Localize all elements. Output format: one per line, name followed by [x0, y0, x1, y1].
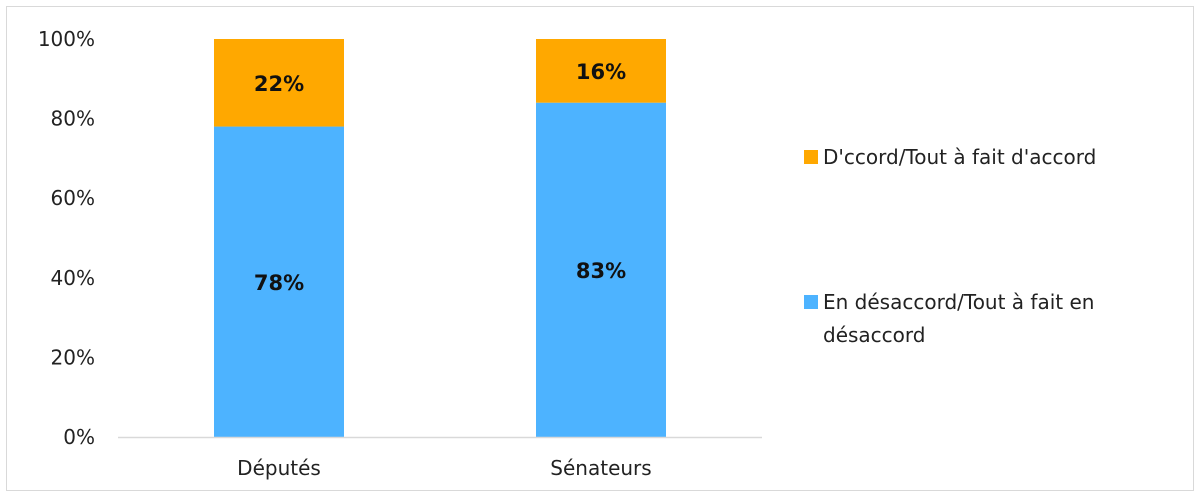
data-label: 16% [576, 60, 626, 84]
legend-swatch [804, 150, 818, 164]
category-labels: Députés Sénateurs [237, 456, 652, 480]
bars: 78% 22% 83% 16% [214, 39, 666, 438]
legend: D'ccord/Tout à fait d'accord En désaccord… [804, 145, 1096, 347]
y-tick-label: 100% [38, 27, 95, 51]
bar-segment [536, 39, 666, 103]
y-tick-label: 0% [63, 425, 95, 449]
legend-label: D'ccord/Tout à fait d'accord [823, 145, 1096, 169]
legend-swatch [804, 295, 818, 309]
chart-frame [6, 6, 1194, 491]
y-tick-label: 40% [51, 266, 95, 290]
data-label: 22% [254, 72, 304, 96]
y-tick-label: 20% [51, 345, 95, 369]
bar-segment [214, 39, 344, 127]
y-tick-label: 80% [51, 107, 95, 131]
y-tick-label: 60% [51, 186, 95, 210]
bar-segment [536, 102, 666, 438]
legend-label: désaccord [823, 323, 925, 347]
legend-label: En désaccord/Tout à fait en [823, 290, 1094, 314]
data-label: 78% [254, 271, 304, 295]
y-axis-ticks: 0% 20% 40% 60% 80% 100% [38, 27, 95, 449]
data-label: 83% [576, 259, 626, 283]
category-label: Sénateurs [550, 456, 651, 480]
category-label: Députés [237, 456, 321, 480]
bar-segment [214, 126, 344, 437]
